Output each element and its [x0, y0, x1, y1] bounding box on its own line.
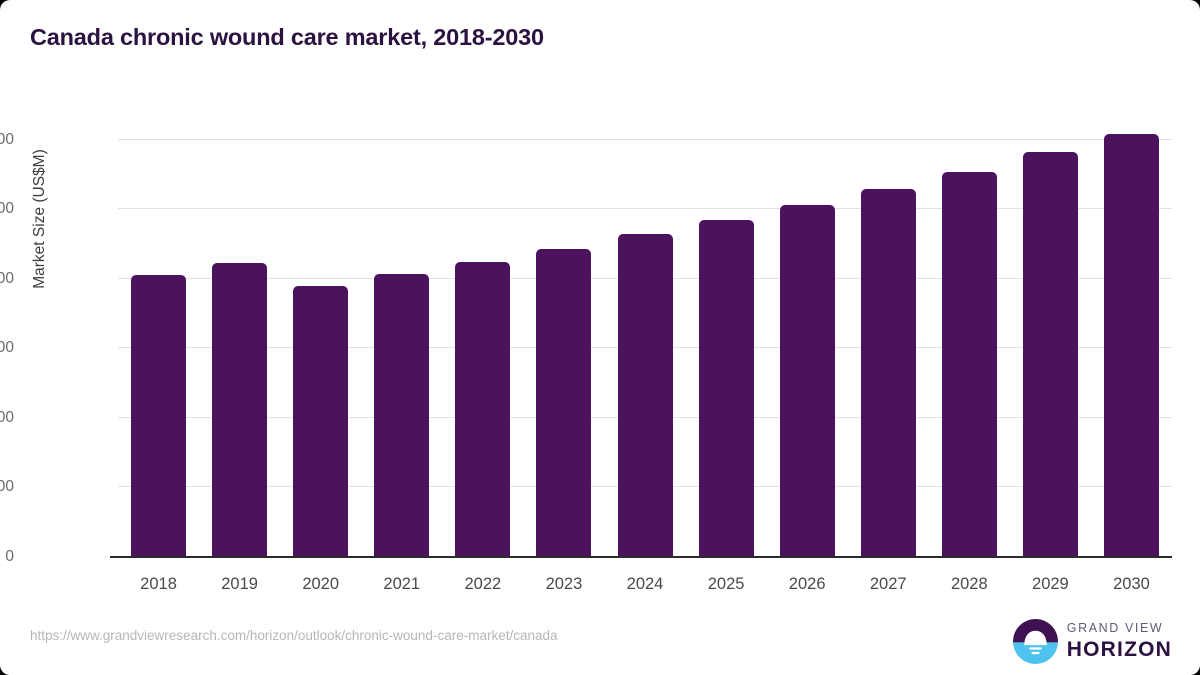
x-axis-tick-label: 2025	[707, 575, 745, 593]
x-tick-slot: 2023	[523, 559, 604, 599]
bar-2019[interactable]	[212, 263, 268, 557]
bar-2029[interactable]	[1022, 151, 1078, 557]
bar-series	[118, 112, 1172, 557]
gridline	[118, 208, 1172, 210]
x-axis-line	[110, 556, 1172, 558]
bar-slot	[523, 112, 604, 557]
x-tick-slot: 2019	[199, 559, 280, 599]
bar-2026[interactable]	[779, 204, 835, 557]
bar-slot	[686, 112, 767, 557]
x-axis-tick-label: 2019	[221, 575, 258, 593]
bar-slot	[199, 112, 280, 557]
x-axis-tick-label: 2030	[1113, 575, 1150, 593]
y-axis-tick-label: 0	[5, 548, 14, 565]
bar-slot	[442, 112, 523, 557]
x-tick-slot: 2026	[767, 559, 848, 599]
y-axis-tick-label: 200	[0, 478, 14, 496]
horizon-circle-icon	[1012, 618, 1058, 664]
bar-slot	[929, 112, 1010, 557]
bar-slot	[280, 112, 361, 557]
bar-2023[interactable]	[536, 249, 592, 557]
x-axis-tick-label: 2021	[383, 575, 421, 593]
x-tick-slot: 2022	[442, 559, 523, 599]
plot-canvas	[110, 112, 1172, 558]
x-axis-tick-label: 2026	[788, 575, 826, 593]
y-axis-tick-label: 800	[0, 269, 14, 287]
bar-2021[interactable]	[374, 273, 430, 557]
source-url[interactable]: https://www.grandviewresearch.com/horizo…	[30, 628, 558, 643]
x-tick-slot: 2024	[604, 559, 685, 599]
x-tick-slot: 2030	[1091, 559, 1172, 599]
bar-slot	[604, 112, 685, 557]
logo-line-1: GRAND VIEW	[1066, 621, 1164, 636]
bar-2030[interactable]	[1103, 133, 1159, 557]
bar-slot	[767, 112, 848, 557]
y-axis-tick-label: 400	[0, 408, 14, 426]
x-tick-slot: 2028	[929, 559, 1010, 599]
x-axis-tick-label: 2029	[1032, 575, 1069, 593]
y-axis-tick-label: 600	[0, 339, 14, 357]
bar-slot	[361, 112, 442, 557]
page-title: Canada chronic wound care market, 2018-2…	[30, 24, 544, 50]
x-axis-tick-label: 2027	[869, 575, 907, 593]
gridline	[118, 138, 1172, 140]
x-axis-tick-label: 2020	[302, 575, 340, 593]
x-axis-ticks: 2018 2019 2020 2021 2022 2023 2024 2025 2026 2027…	[118, 559, 1172, 599]
bar-slot	[848, 112, 929, 557]
y-axis-tick-label: 1200	[0, 130, 14, 148]
x-axis-tick-label: 2024	[626, 575, 664, 593]
bar-2025[interactable]	[698, 220, 754, 557]
logo-wordmark: GRAND VIEW HORIZON	[1067, 622, 1172, 660]
bar-2027[interactable]	[860, 189, 916, 557]
x-tick-slot: 2025	[686, 559, 767, 599]
x-tick-slot: 2018	[118, 559, 199, 599]
y-axis-tick-label: 1000	[0, 200, 14, 218]
bar-slot	[1091, 112, 1172, 557]
y-axis-label: Market Size (US$M)	[31, 149, 48, 289]
x-tick-slot: 2029	[1010, 559, 1091, 599]
x-axis-tick-label: 2028	[950, 575, 988, 593]
bar-2018[interactable]	[131, 275, 187, 557]
x-axis-tick-label: 2022	[464, 575, 502, 593]
bar-2028[interactable]	[941, 171, 997, 557]
bar-2024[interactable]	[617, 234, 673, 557]
x-axis-tick-label: 2023	[545, 575, 583, 593]
bar-slot	[118, 112, 199, 557]
bar-2022[interactable]	[455, 261, 511, 557]
logo-line-2: HORIZON	[1066, 637, 1172, 661]
bar-2020[interactable]	[293, 285, 349, 557]
bar-slot	[1010, 112, 1091, 557]
x-tick-slot: 2021	[361, 559, 442, 599]
grand-view-horizon-logo[interactable]: GRAND VIEW HORIZON	[1012, 617, 1172, 665]
x-tick-slot: 2020	[280, 559, 361, 599]
x-axis-tick-label: 2018	[140, 575, 177, 593]
x-tick-slot: 2027	[848, 559, 929, 599]
